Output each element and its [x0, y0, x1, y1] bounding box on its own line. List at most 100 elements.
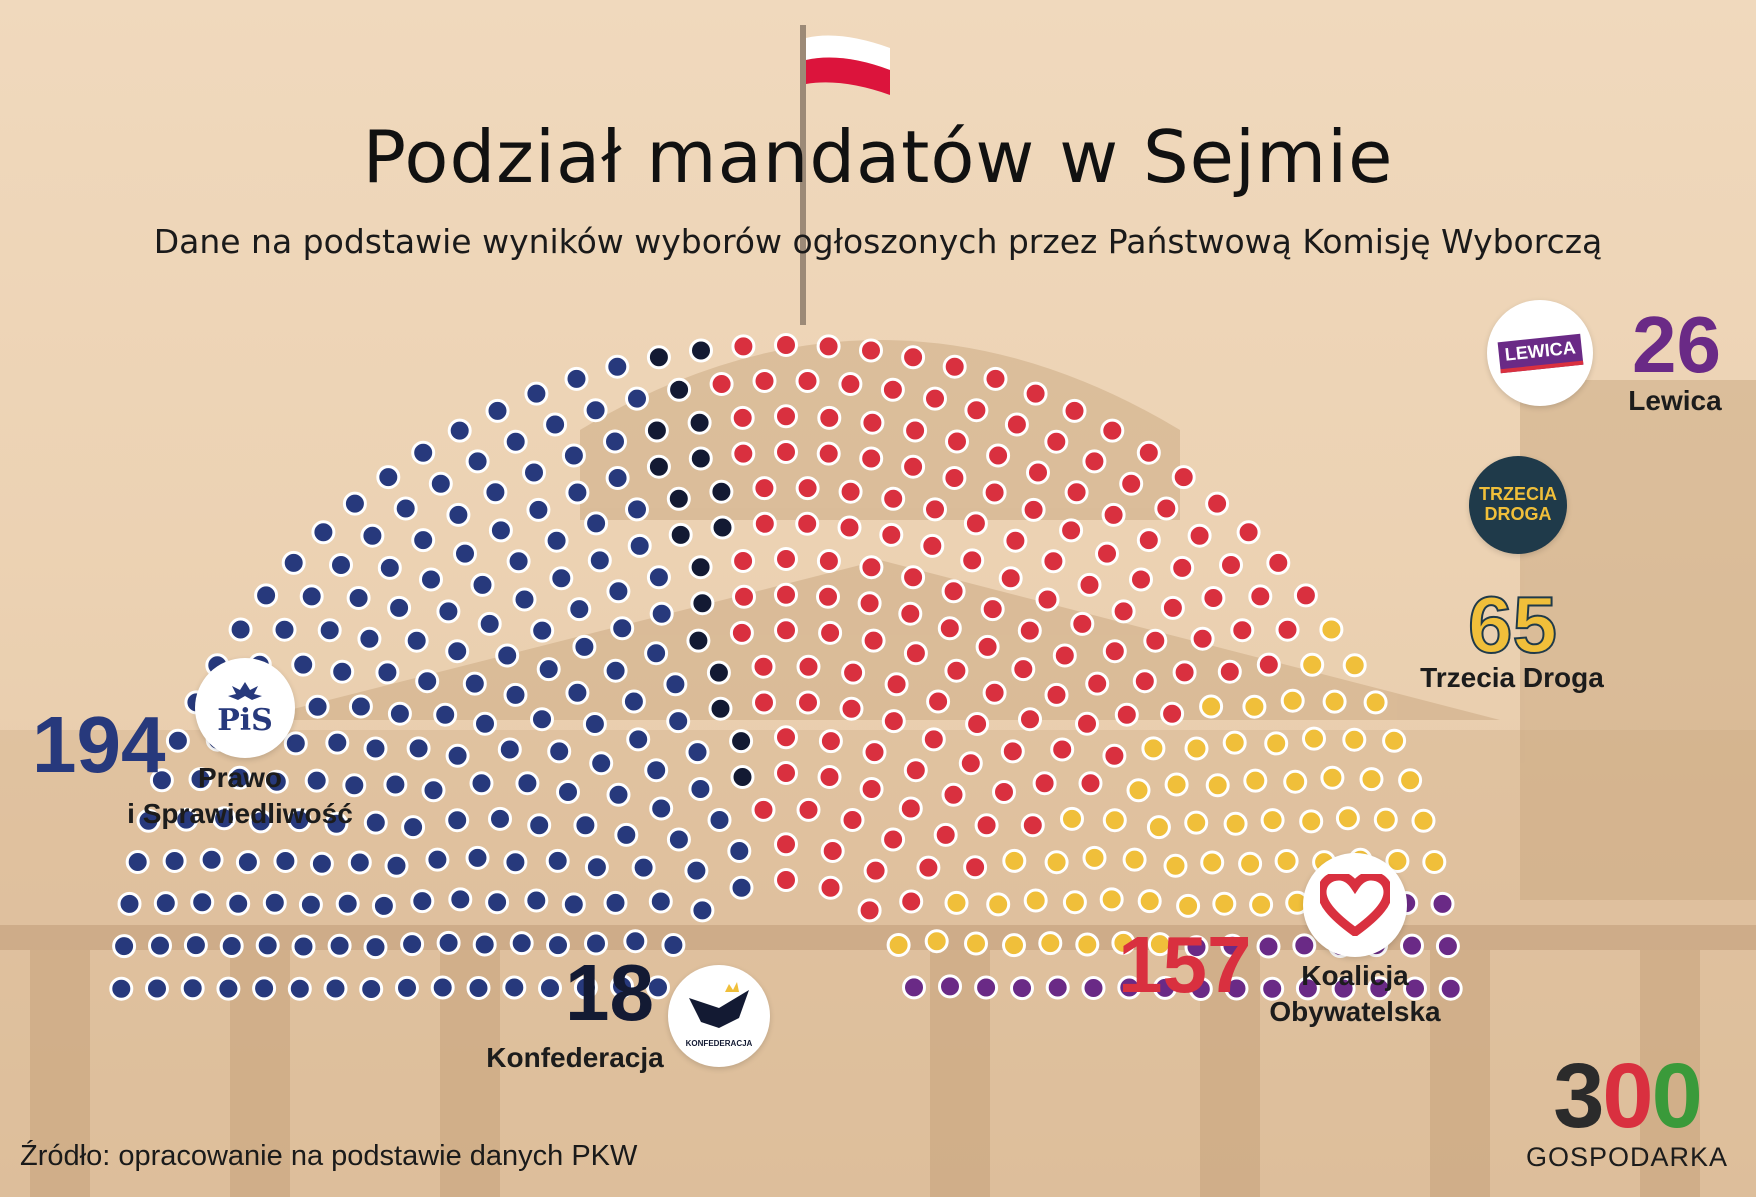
brand-name: GOSPODARKA [1525, 1141, 1728, 1172]
chart-subtitle: Dane na podstawie wyników wyborów ogłosz… [153, 222, 1603, 261]
flag-pole [800, 25, 806, 325]
seat-lewica [1400, 933, 1424, 958]
seat-koalicja-obywatelska [1129, 567, 1153, 592]
seat-koalicja-obywatelska [774, 618, 798, 643]
seat-koalicja-obywatelska [1266, 550, 1291, 575]
seat-trzecia-droga [1099, 887, 1124, 912]
seat-koalicja-obywatelska [1170, 555, 1195, 580]
seat-prawo-i-sprawiedliwość [212, 806, 237, 831]
seat-lewica [1045, 975, 1070, 1000]
seat-prawo-i-sprawiedliwość [503, 429, 528, 454]
seat-koalicja-obywatelska [774, 440, 798, 464]
seat-koalicja-obywatelska [923, 386, 947, 411]
seat-koalicja-obywatelska [1059, 518, 1084, 543]
seat-prawo-i-sprawiedliwość [561, 443, 586, 468]
seat-trzecia-droga [886, 933, 911, 957]
seat-lewica [1184, 935, 1209, 960]
seat-trzecia-droga [1223, 811, 1248, 836]
seat-prawo-i-sprawiedliwość [359, 977, 384, 1001]
seat-koalicja-obywatelska [1119, 471, 1144, 496]
brand-digit-0b: 0 [1651, 1045, 1703, 1147]
td-logo-line1: TRZECIA [1479, 484, 1557, 505]
seat-prawo-i-sprawiedliwość [446, 502, 471, 527]
td-logo: TRZECIA DROGA [1469, 456, 1567, 554]
seat-prawo-i-sprawiedliwość [401, 815, 426, 840]
seat-prawo-i-sprawiedliwość [688, 777, 713, 801]
seat-prawo-i-sprawiedliwość [684, 858, 709, 883]
chart-title: Podział mandatów w Sejmie [362, 115, 1394, 199]
seat-lewica [1256, 934, 1281, 959]
seat-konfederacja [686, 628, 711, 653]
seat-prawo-i-sprawiedliwość [524, 381, 549, 406]
seat-koalicja-obywatelska [963, 855, 988, 880]
seat-prawo-i-sprawiedliwość [644, 758, 669, 783]
seat-koalicja-obywatelska [942, 354, 967, 379]
seat-prawo-i-sprawiedliwość [428, 471, 453, 496]
seat-prawo-i-sprawiedliwość [572, 634, 597, 659]
seat-koalicja-obywatelska [1154, 496, 1179, 521]
seat-trzecia-droga [1212, 891, 1237, 916]
seat-koalicja-obywatelska [816, 441, 841, 466]
seat-prawo-i-sprawiedliwość [406, 736, 431, 761]
seat-prawo-i-sprawiedliwość [573, 813, 598, 838]
seat-koalicja-obywatelska [1003, 528, 1028, 553]
seat-koalicja-obywatelska [1219, 553, 1243, 577]
seat-koalicja-obywatelska [1032, 771, 1057, 796]
seat-prawo-i-sprawiedliwość [565, 680, 590, 705]
seat-prawo-i-sprawiedliwość [252, 976, 277, 1001]
seat-koalicja-obywatelska [923, 497, 947, 522]
seat-prawo-i-sprawiedliwość [305, 694, 330, 719]
seat-prawo-i-sprawiedliwość [199, 847, 224, 872]
seat-koalicja-obywatelska [960, 548, 985, 573]
seat-prawo-i-sprawiedliwość [495, 643, 520, 668]
seat-prawo-i-sprawiedliwość [649, 601, 674, 626]
seat-prawo-i-sprawiedliwość [281, 550, 306, 575]
seat-koalicja-obywatelska [857, 591, 882, 616]
seat-koalicja-obywatelska [933, 822, 958, 847]
seat-prawo-i-sprawiedliwość [485, 890, 510, 915]
heart-icon [1320, 874, 1390, 936]
seat-prawo-i-sprawiedliwość [291, 652, 316, 677]
pis-name-line2: i Sprawiedliwość [127, 798, 353, 830]
seat-prawo-i-sprawiedliwość [603, 429, 627, 454]
seat-koalicja-obywatelska [796, 797, 821, 822]
seat-prawo-i-sprawiedliwość [228, 617, 253, 642]
seat-trzecia-droga [1200, 850, 1225, 875]
seat-trzecia-droga [1243, 768, 1268, 793]
seat-koalicja-obywatelska [941, 579, 966, 604]
seat-prawo-i-sprawiedliwość [400, 932, 425, 957]
seat-koalicja-obywatelska [774, 832, 798, 857]
seat-prawo-i-sprawiedliwość [421, 778, 446, 803]
seat-koalicja-obywatelska [982, 680, 1007, 705]
seat-prawo-i-sprawiedliwość [117, 891, 142, 916]
seat-prawo-i-sprawiedliwość [430, 975, 455, 1000]
seat-koalicja-obywatelska [1190, 626, 1215, 651]
seat-koalicja-obywatelska [796, 690, 820, 715]
seat-prawo-i-sprawiedliwość [627, 533, 652, 558]
seat-koalicja-obywatelska [817, 405, 842, 430]
seat-prawo-i-sprawiedliwość [530, 618, 555, 643]
seat-prawo-i-sprawiedliwość [342, 491, 367, 516]
seat-koalicja-obywatelska [1230, 618, 1255, 643]
seat-trzecia-droga [1082, 845, 1107, 870]
seat-prawo-i-sprawiedliwość [309, 851, 334, 876]
seat-prawo-i-sprawiedliwość [248, 809, 273, 834]
seat-prawo-i-sprawiedliwość [162, 849, 187, 873]
source-note: Źródło: opracowanie na podstawie danych … [20, 1140, 638, 1172]
seat-prawo-i-sprawiedliwość [287, 808, 312, 833]
seat-prawo-i-sprawiedliwość [583, 398, 608, 423]
ko-name: Koalicja Obywatelska [1235, 958, 1475, 1031]
seat-prawo-i-sprawiedliwość [346, 586, 371, 610]
seat-koalicja-obywatelska [983, 366, 1008, 391]
seat-prawo-i-sprawiedliwość [180, 976, 205, 1001]
seat-prawo-i-sprawiedliwość [561, 892, 586, 917]
seat-prawo-i-sprawiedliwość [387, 595, 412, 620]
seat-konfederacja [710, 515, 735, 540]
seat-koalicja-obywatelska [1100, 418, 1125, 443]
seat-prawo-i-sprawiedliwość [466, 976, 491, 1000]
seat-konfederacja [729, 729, 754, 754]
seat-prawo-i-sprawiedliwość [317, 618, 342, 643]
td-name: Trzecia Droga [1420, 662, 1604, 693]
seat-koalicja-obywatelska [816, 549, 841, 573]
seat-prawo-i-sprawiedliwość [497, 737, 522, 762]
